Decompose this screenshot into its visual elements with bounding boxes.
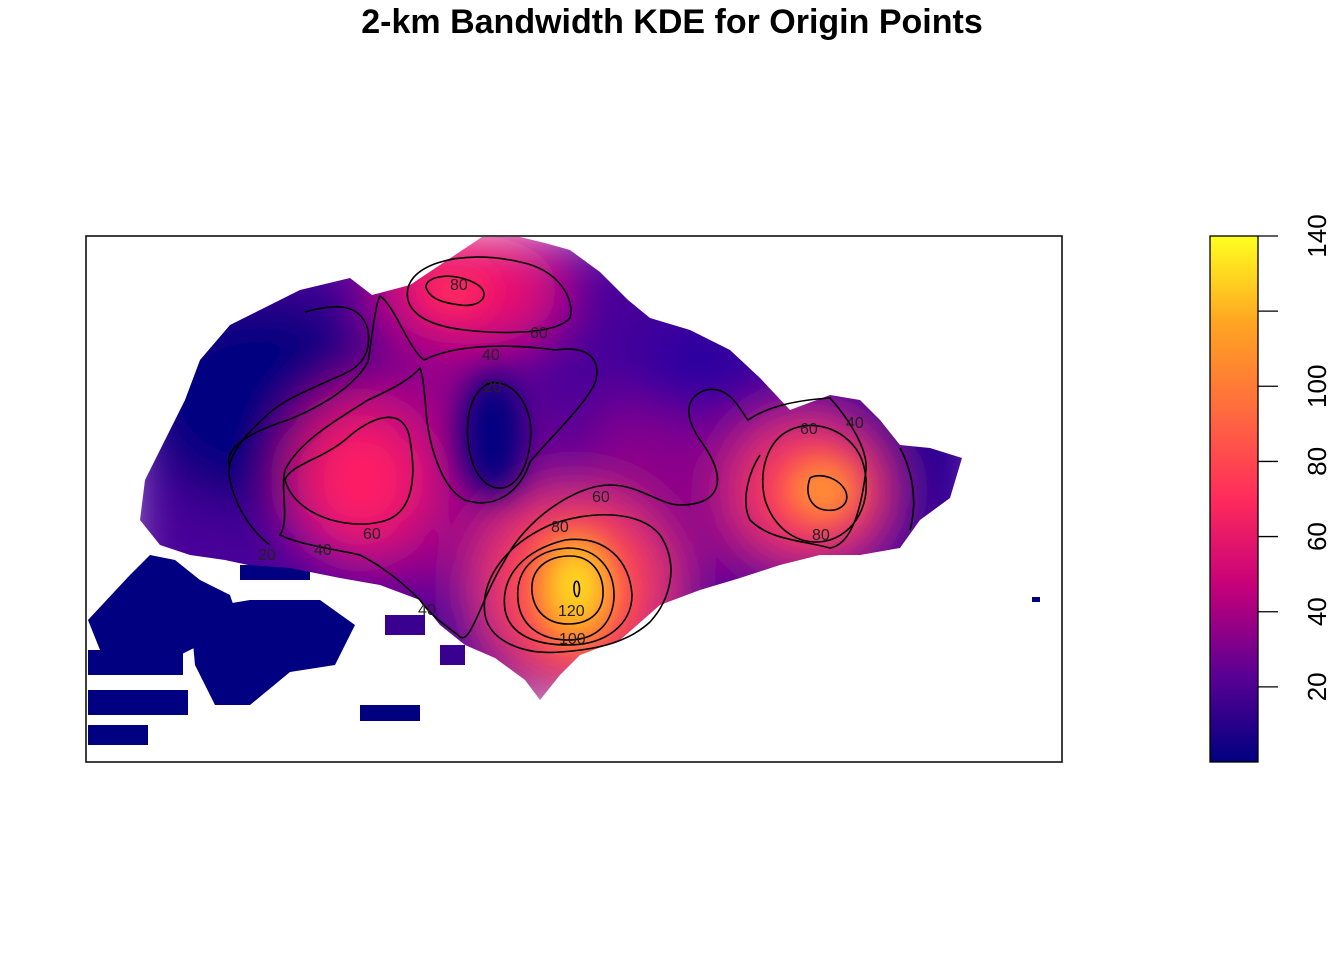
colorbar-tick-label: 100 [1302, 365, 1332, 408]
contour-label-group: 80 60 40 20 60 40 20 40 60 80 120 100 60… [258, 277, 864, 648]
colorbar-tick-label: 40 [1302, 597, 1332, 626]
contour-label: 40 [482, 347, 500, 364]
contour-label: 80 [551, 519, 569, 536]
colorbar-fill [1210, 236, 1258, 762]
colorbar-tick-label: 140 [1302, 214, 1332, 257]
contour-label: 40 [314, 542, 332, 559]
contour-lines [227, 256, 915, 654]
small-island-region [385, 615, 465, 665]
contour-south-60 [483, 513, 672, 654]
contour-label: 20 [484, 379, 502, 396]
contour-label: 40 [418, 602, 436, 619]
contour-south-140 [573, 580, 581, 598]
contour-east-60 [762, 424, 868, 543]
colorbar-ticks: 20 40 60 80 100 140 [1258, 214, 1332, 701]
contour-south-100 [516, 547, 615, 641]
contour-south-80 [503, 538, 633, 646]
contour-label: 20 [258, 547, 276, 564]
colorbar-tick-label: 20 [1302, 672, 1332, 701]
contour-main-40 [227, 294, 867, 639]
contour-central-20 [466, 381, 532, 489]
contour-label: 60 [592, 489, 610, 506]
contour-label: 100 [559, 631, 586, 648]
contour-label: 60 [800, 421, 818, 438]
contour-label: 60 [530, 325, 548, 342]
contour-north-60 [406, 256, 572, 334]
contour-north-80 [425, 275, 485, 307]
contour-south-120 [531, 555, 604, 625]
colorbar-tick-label: 80 [1302, 447, 1332, 476]
western-low-density-region [88, 555, 1040, 745]
contour-label: 80 [450, 277, 468, 294]
contour-label: 60 [363, 526, 381, 543]
contour-label: 80 [812, 527, 830, 544]
contour-east-outer [899, 447, 915, 531]
contour-label: 120 [558, 603, 585, 620]
colorbar-tick-label: 60 [1302, 522, 1332, 551]
colorbar: 20 40 60 80 100 140 [1209, 214, 1332, 763]
plot-frame [85, 235, 1063, 763]
chart-title: 2-km Bandwidth KDE for Origin Points [361, 3, 983, 41]
colorbar-frame [1209, 235, 1259, 763]
contour-label: 40 [846, 415, 864, 432]
contour-west-60 [284, 416, 414, 525]
contour-east-80 [807, 474, 848, 512]
contour-west-40 [228, 305, 370, 546]
